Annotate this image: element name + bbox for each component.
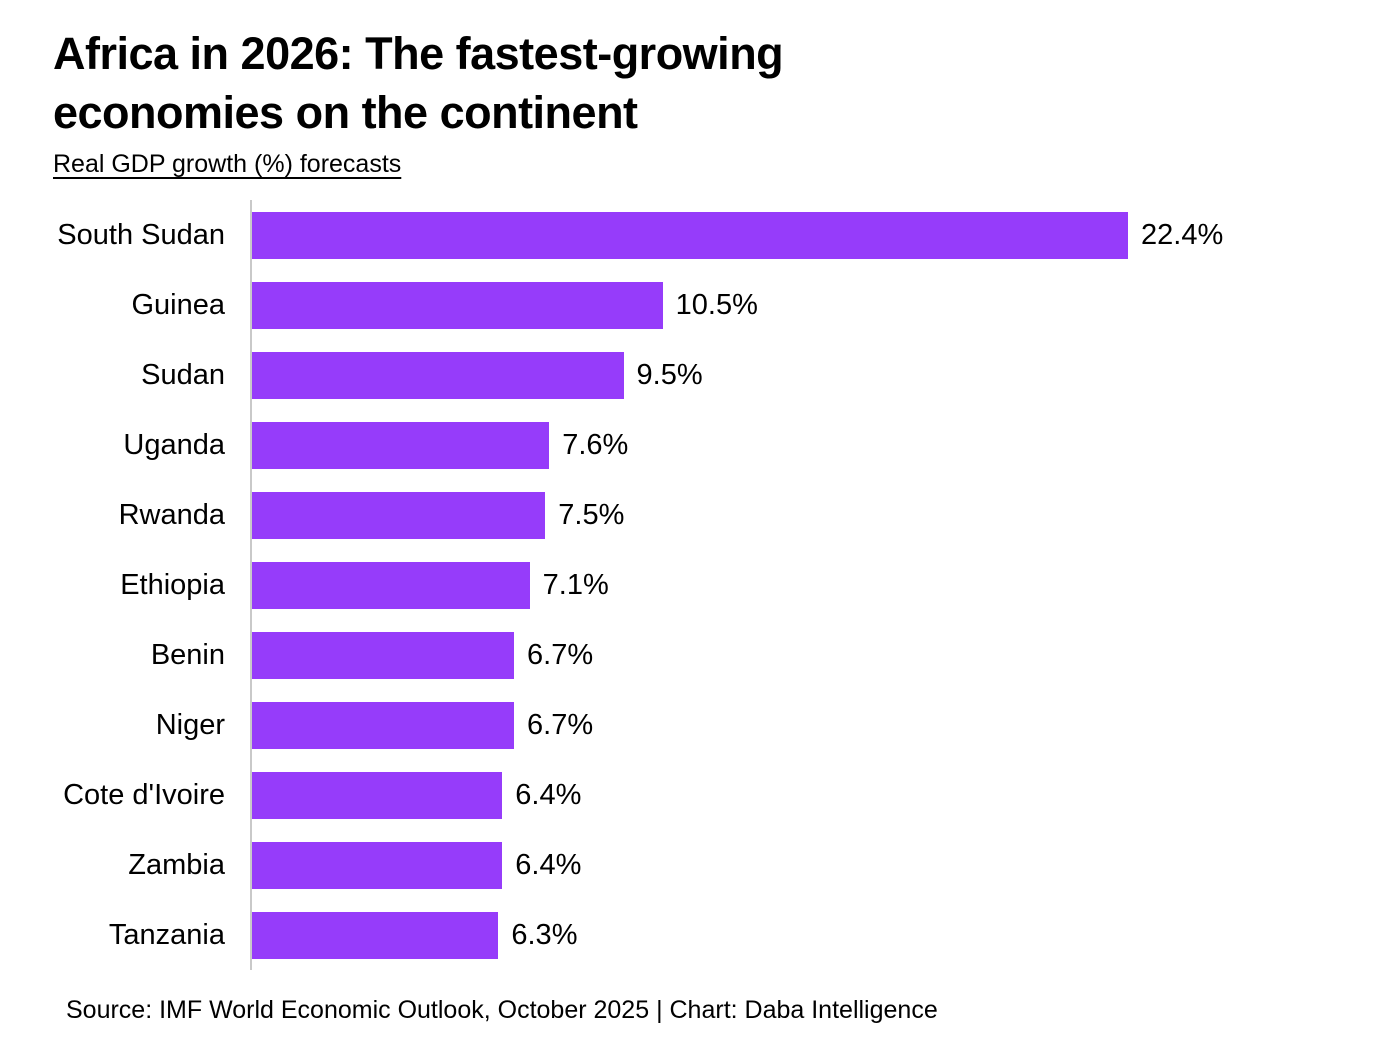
bar-track: 6.7%	[250, 620, 1389, 690]
bar	[252, 841, 503, 889]
bar-track: 10.5%	[250, 270, 1389, 340]
category-label: Rwanda	[118, 498, 225, 531]
value-label: 22.4%	[1141, 218, 1224, 251]
category-label: South Sudan	[57, 218, 225, 251]
chart-row: Guinea 10.5%	[0, 270, 1389, 340]
value-label: 7.5%	[558, 498, 625, 531]
bar	[252, 561, 530, 609]
bar	[252, 911, 499, 959]
value-label: 6.4%	[515, 848, 582, 881]
value-label: 6.7%	[527, 638, 594, 671]
value-label: 6.3%	[511, 918, 578, 951]
bar-track: 7.5%	[250, 480, 1389, 550]
chart-subtitle: Real GDP growth (%) forecasts	[53, 150, 402, 178]
value-label: 9.5%	[636, 358, 703, 391]
category-label: Ethiopia	[120, 568, 225, 601]
bar-track: 6.4%	[250, 760, 1389, 830]
category-label: Niger	[155, 708, 225, 741]
bar	[252, 421, 550, 469]
chart-row: Ethiopia 7.1%	[0, 550, 1389, 620]
bar-track: 22.4%	[250, 200, 1389, 270]
bar-track: 7.6%	[250, 410, 1389, 480]
chart-row: Uganda 7.6%	[0, 410, 1389, 480]
category-label: Uganda	[123, 428, 225, 461]
value-label: 7.6%	[562, 428, 629, 461]
chart-row: South Sudan 22.4%	[0, 200, 1389, 270]
bar-track: 6.3%	[250, 900, 1389, 970]
category-label: Guinea	[131, 288, 225, 321]
chart-title: Africa in 2026: The fastest-growing econ…	[53, 28, 784, 138]
category-label: Benin	[150, 638, 225, 671]
category-label: Cote d'Ivoire	[63, 778, 225, 811]
bar	[252, 631, 515, 679]
bar-track: 9.5%	[250, 340, 1389, 410]
chart-row: Tanzania 6.3%	[0, 900, 1389, 970]
bar	[252, 351, 624, 399]
category-label: Sudan	[141, 358, 225, 391]
category-label: Tanzania	[108, 918, 225, 951]
value-label: 6.4%	[515, 778, 582, 811]
value-label: 6.7%	[527, 708, 594, 741]
bar-chart: South Sudan 22.4% Guinea 10.5% Sudan 9.5…	[0, 200, 1389, 970]
chart-row: Zambia 6.4%	[0, 830, 1389, 900]
bar-track: 6.7%	[250, 690, 1389, 760]
bar	[252, 491, 546, 539]
chart-rows: South Sudan 22.4% Guinea 10.5% Sudan 9.5…	[0, 200, 1389, 970]
bar	[252, 771, 503, 819]
bar	[252, 281, 663, 329]
chart-row: Rwanda 7.5%	[0, 480, 1389, 550]
bar-track: 7.1%	[250, 550, 1389, 620]
chart-row: Sudan 9.5%	[0, 340, 1389, 410]
chart-row: Niger 6.7%	[0, 690, 1389, 760]
bar	[252, 701, 515, 749]
chart-row: Cote d'Ivoire 6.4%	[0, 760, 1389, 830]
category-label: Zambia	[128, 848, 225, 881]
bar	[252, 211, 1128, 259]
value-label: 7.1%	[542, 568, 609, 601]
value-label: 10.5%	[675, 288, 758, 321]
chart-row: Benin 6.7%	[0, 620, 1389, 690]
bar-track: 6.4%	[250, 830, 1389, 900]
source-note: Source: IMF World Economic Outlook, Octo…	[66, 996, 938, 1024]
